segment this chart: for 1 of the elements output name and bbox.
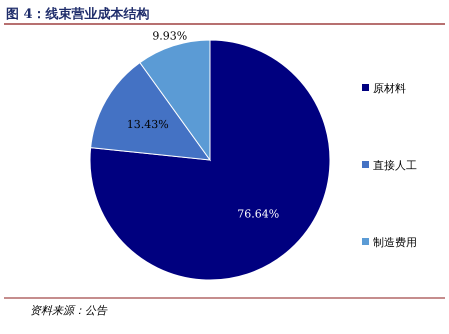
title: 图 4：线束营业成本结构 <box>6 7 150 22</box>
